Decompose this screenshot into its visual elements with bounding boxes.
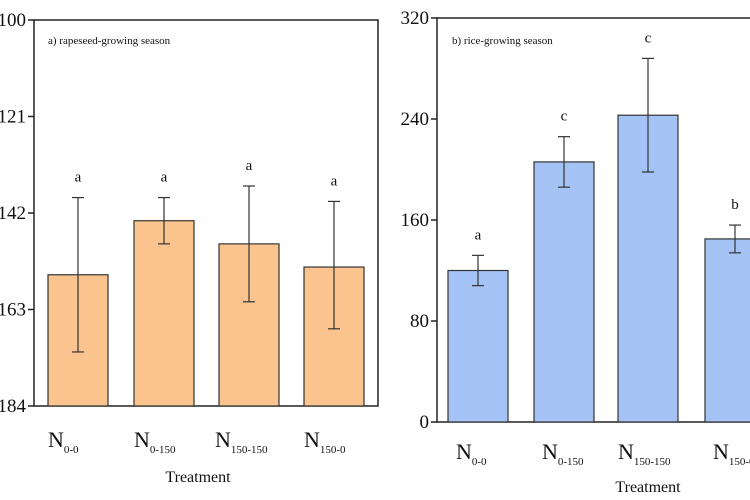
panel-a-bar [133,220,195,407]
panel-b-bar [447,269,509,423]
panel-b-xtick-label: N0-0 [456,439,487,468]
panel-a-xtick-label: N150-0 [304,427,346,456]
panel-b-sig-letter: c [645,30,652,46]
panel-b-bar [533,161,595,423]
panel-a: a) rapeseed-growing season 100 121 142 163 18… [0,10,379,486]
panel-a-xtick-label: N0-150 [134,427,176,456]
panel-b-title: b) rice-growing season [452,35,553,47]
panel-a-sig-letter: a [75,170,82,186]
panel-b-sig-letter: c [561,109,568,125]
panel-a-x-axis-title: Treatment [165,469,231,486]
panel-b: b) rice-growing season 0 80 160 240 320 a N0-0 c… [401,8,750,496]
panel-a-ytick-label: 100 [0,10,26,31]
panel-b-bar [704,238,750,423]
panel-a-title: a) rapeseed-growing season [48,35,171,47]
panel-a-sig-letter: a [161,170,168,186]
panel-b-xtick-label: N150-0 [713,439,750,468]
panel-b-ytick-label: 80 [410,311,429,332]
panel-a-ytick-label: 142 [0,203,26,224]
panel-a-xtick-label: N0-0 [48,427,79,456]
panel-a-xtick-label: N150-150 [215,427,268,456]
panel-a-ytick-label: 121 [0,107,26,128]
panel-b-ytick-label: 240 [401,109,430,130]
panel-b-ytick-label: 0 [420,412,430,433]
panel-b-xtick-label: N0-150 [542,439,584,468]
panel-b-sig-letter: a [475,227,482,243]
panel-b-x-axis-title: Treatment [615,479,681,496]
panel-a-sig-letter: a [246,158,253,174]
panel-a-sig-letter: a [331,173,338,189]
panel-b-ytick-label: 160 [401,210,430,231]
panel-a-ytick-label: 163 [0,300,26,321]
panel-b-sig-letter: b [731,197,739,213]
panel-a-ytick-label: 184 [0,396,27,417]
panel-b-xtick-label: N150-150 [618,439,671,468]
panel-b-ytick-label: 320 [401,8,430,29]
